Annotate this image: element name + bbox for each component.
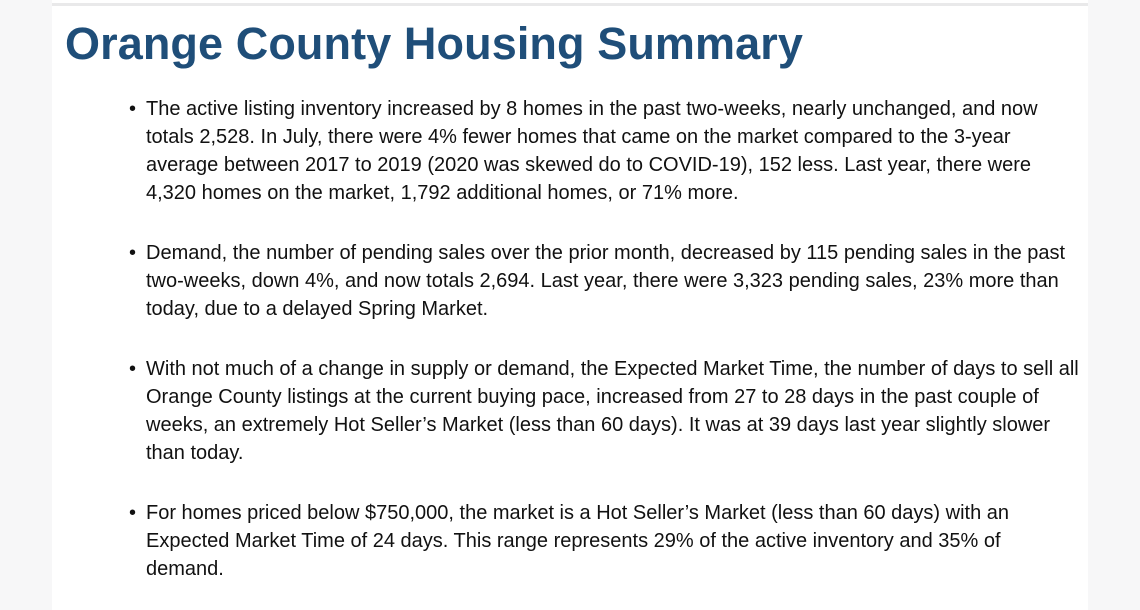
bullet-icon: • bbox=[129, 358, 137, 380]
bullet-demand: • Demand, the number of pending sales ov… bbox=[129, 239, 1081, 323]
bullet-market-time: • With not much of a change in supply or… bbox=[129, 355, 1081, 467]
bullet-text: Demand, the number of pending sales over… bbox=[146, 242, 1066, 320]
bullet-icon: • bbox=[129, 98, 137, 120]
bullet-text: With not much of a change in supply or d… bbox=[146, 358, 1079, 464]
bullet-inventory: • The active listing inventory increased… bbox=[129, 95, 1081, 207]
summary-bullet-list: • The active listing inventory increased… bbox=[129, 95, 1081, 583]
bullet-icon: • bbox=[129, 502, 137, 524]
top-divider bbox=[52, 3, 1088, 6]
slide-page: Orange County Housing Summary • The acti… bbox=[52, 0, 1088, 610]
page-title: Orange County Housing Summary bbox=[65, 18, 803, 69]
bullet-price-range: • For homes priced below $750,000, the m… bbox=[129, 499, 1081, 583]
bullet-icon: • bbox=[129, 242, 137, 264]
bullet-text: The active listing inventory increased b… bbox=[146, 98, 1038, 204]
bullet-text: For homes priced below $750,000, the mar… bbox=[146, 502, 1010, 580]
